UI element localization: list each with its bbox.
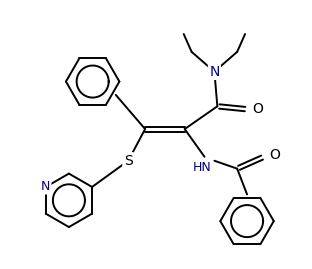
Text: N: N <box>41 180 51 193</box>
Text: S: S <box>124 154 133 168</box>
Text: N: N <box>209 65 220 79</box>
Text: HN: HN <box>193 161 212 174</box>
Text: O: O <box>269 148 280 162</box>
Text: O: O <box>252 102 263 116</box>
